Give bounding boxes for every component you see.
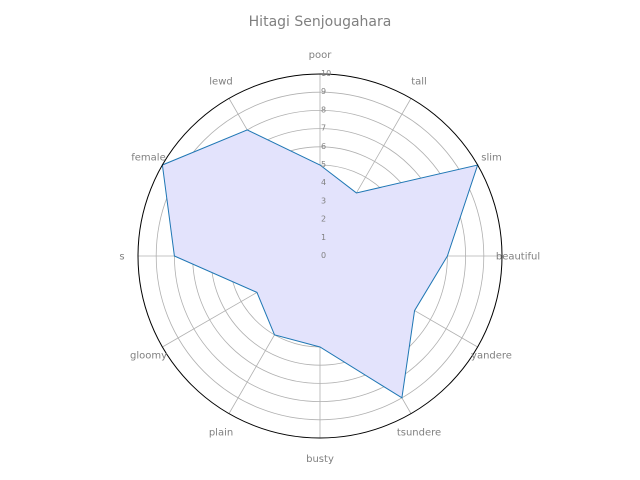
radial-tick-label: 10 bbox=[321, 69, 331, 78]
radial-tick-label: 3 bbox=[321, 196, 326, 205]
chart-title: Hitagi Senjougahara bbox=[249, 14, 392, 30]
radial-tick-label: 7 bbox=[321, 124, 326, 133]
radial-tick-label: 5 bbox=[321, 160, 326, 169]
axis-label-s: s bbox=[119, 252, 124, 263]
axis-label-tsundere: tsundere bbox=[397, 428, 441, 439]
axis-label-tall: tall bbox=[411, 77, 427, 88]
radial-tick-label: 4 bbox=[321, 178, 326, 187]
axis-label-plain: plain bbox=[209, 428, 233, 439]
axis-label-layer: poor tall slim beautiful yandere tsundere bust… bbox=[119, 50, 540, 465]
radial-tick-label: 6 bbox=[321, 142, 326, 151]
frame-layer bbox=[137, 73, 503, 439]
radial-tick-label: 9 bbox=[321, 87, 326, 96]
axis-label-slim: slim bbox=[481, 153, 502, 164]
axis-label-beautiful: beautiful bbox=[496, 252, 540, 263]
tick-label-layer: 0 1 2 3 4 5 6 7 8 9 10 bbox=[321, 69, 331, 260]
polar-frame bbox=[137, 73, 503, 439]
axis-label-gloomy: gloomy bbox=[130, 351, 167, 362]
radial-tick-label: 2 bbox=[321, 215, 326, 224]
radial-tick-label: 0 bbox=[321, 251, 326, 260]
radial-tick-label: 1 bbox=[321, 233, 326, 242]
axis-label-lewd: lewd bbox=[209, 77, 232, 88]
axis-label-poor: poor bbox=[309, 50, 333, 61]
axis-label-yandere: yandere bbox=[471, 351, 512, 362]
axis-label-female: female bbox=[131, 153, 165, 164]
axis-label-busty: busty bbox=[306, 454, 334, 465]
radial-tick-label: 8 bbox=[321, 105, 326, 114]
